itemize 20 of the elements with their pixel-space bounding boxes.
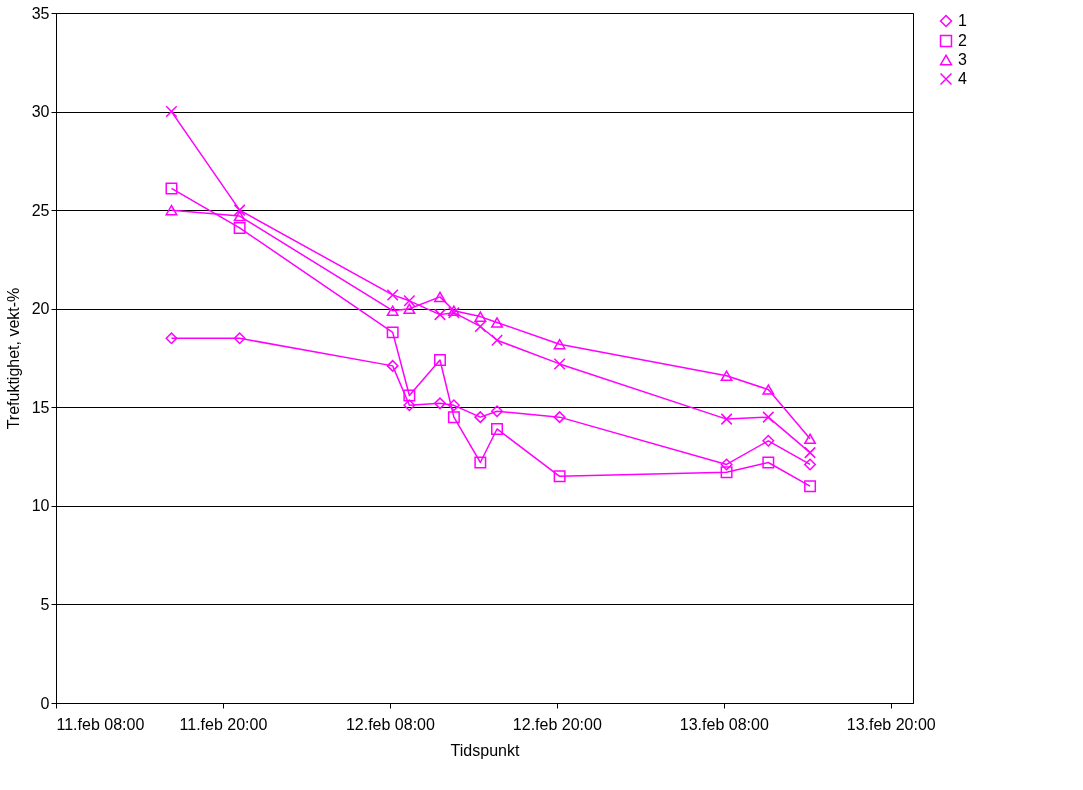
y-tick-label: 20 <box>31 300 50 318</box>
x-tick-label: 11.feb 08:00 <box>56 715 145 733</box>
y-axis-title: Trefuktighet, vekt-% <box>4 287 22 430</box>
legend-label: 2 <box>958 32 967 49</box>
y-tick-label: 15 <box>31 398 50 416</box>
y-tick-label: 10 <box>31 497 50 515</box>
x-tick-label: 12.feb 08:00 <box>345 715 435 733</box>
y-tick-label: 35 <box>31 4 50 22</box>
x-tick-label: 11.feb 20:00 <box>179 715 268 733</box>
y-tick-label: 5 <box>40 595 50 613</box>
x-tick-label: 12.feb 20:00 <box>512 715 602 733</box>
x-axis-title: Tidspunkt <box>450 741 520 759</box>
legend-label: 3 <box>958 51 967 68</box>
x-tick-label: 13.feb 20:00 <box>846 715 936 733</box>
x-tick-label: 13.feb 08:00 <box>679 715 769 733</box>
y-tick-label: 30 <box>31 103 50 121</box>
y-tick-label: 25 <box>31 201 50 219</box>
legend-label: 4 <box>958 70 967 87</box>
legend-label: 1 <box>958 12 967 29</box>
y-tick-label: 0 <box>40 694 50 712</box>
